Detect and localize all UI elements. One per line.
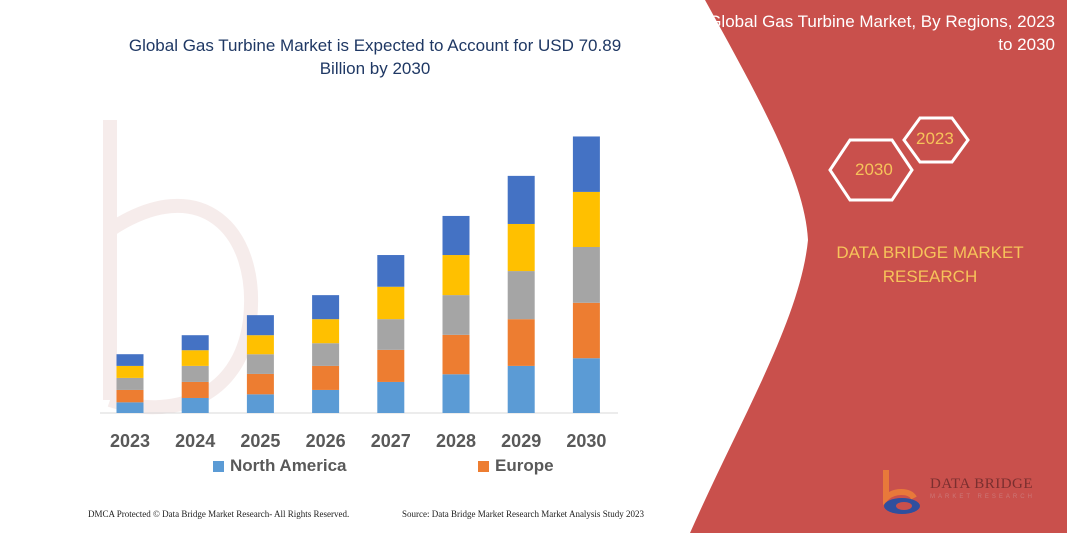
bar-segment-2027-series-5 [377, 255, 405, 287]
bar-segment-2030-europe [572, 302, 600, 359]
chart-title: Global Gas Turbine Market is Expected to… [128, 36, 622, 78]
badge-year-start: 2023 [916, 129, 954, 148]
bar-segment-2026-series-5 [312, 295, 340, 320]
bar-segment-2024-series-5 [181, 335, 209, 351]
bar-segment-2025-series-3 [246, 354, 274, 374]
x-tick-label: 2024 [175, 431, 215, 451]
bar-segment-2024-series-4 [181, 350, 209, 366]
legend-swatch [478, 460, 489, 472]
bar-segment-2026-series-3 [312, 343, 340, 366]
bar-segment-2023-series-4 [116, 365, 144, 378]
badge-year-end: 2030 [855, 160, 893, 179]
bar-segment-2029-europe [507, 319, 535, 366]
bar-segment-2030-series-5 [572, 136, 600, 192]
bar-segment-2028-series-3 [442, 295, 470, 335]
legend-item-europe: Europe [478, 456, 554, 476]
footer-source: Source: Data Bridge Market Research Mark… [402, 509, 644, 519]
bar-segment-2029-series-5 [507, 175, 535, 224]
legend-swatch [213, 460, 224, 472]
bar-segment-2026-europe [312, 365, 340, 390]
bar-segment-2023-series-3 [116, 377, 144, 390]
red-panel [690, 0, 1067, 533]
bar-segment-2030-north-america [572, 358, 600, 413]
bar-segment-2025-europe [246, 373, 274, 395]
side-title: Global Gas Turbine Market, By Regions, 2… [708, 12, 1055, 54]
bar-segment-2030-series-4 [572, 191, 600, 247]
logo-subtext: MARKET RESEARCH [930, 494, 1035, 500]
bar-segment-2027-series-3 [377, 319, 405, 350]
x-tick-label: 2025 [240, 431, 280, 451]
bar-segment-2023-europe [116, 389, 144, 403]
legend-label: North America [230, 456, 347, 475]
brand-name: DATA BRIDGE MARKET RESEARCH [836, 243, 1024, 286]
bar-segment-2024-north-america [181, 397, 209, 413]
x-tick-label: 2026 [306, 431, 346, 451]
bar-segment-2026-north-america [312, 389, 340, 413]
x-tick-label: 2027 [371, 431, 411, 451]
stacked-bar-chart: 2023 2024 2025 2026 2027 2028 2029 2030 [100, 136, 618, 451]
bar-segment-2026-series-4 [312, 319, 340, 344]
bar-segment-2024-series-3 [181, 365, 209, 382]
bar-segment-2027-series-4 [377, 286, 405, 320]
logo-text: DATA BRIDGE [930, 476, 1034, 492]
brand-logo-icon [883, 470, 920, 514]
legend-label: Europe [495, 456, 554, 475]
bar-segment-2025-series-5 [246, 315, 274, 336]
bar-segment-2028-series-5 [442, 215, 470, 256]
x-tick-label: 2029 [501, 431, 541, 451]
bar-segment-2028-europe [442, 334, 470, 375]
bar-segment-2027-europe [377, 349, 405, 382]
bar-segment-2025-series-4 [246, 335, 274, 355]
bar-segment-2023-series-5 [116, 354, 144, 366]
bar-segment-2029-series-3 [507, 271, 535, 320]
legend-item-north-america: North America [213, 456, 347, 476]
bar-segment-2023-north-america [116, 402, 144, 413]
bar-segment-2030-series-3 [572, 246, 600, 303]
x-tick-label: 2028 [436, 431, 476, 451]
bar-segment-2027-north-america [377, 381, 405, 413]
bar-segment-2029-series-4 [507, 223, 535, 272]
bar-segment-2024-europe [181, 381, 209, 398]
bar-segment-2028-north-america [442, 374, 470, 413]
x-tick-label: 2030 [566, 431, 606, 451]
x-tick-label: 2023 [110, 431, 150, 451]
bar-segment-2025-north-america [246, 394, 274, 413]
bar-segment-2029-north-america [507, 365, 535, 413]
bar-segment-2028-series-4 [442, 255, 470, 296]
hexagon-2023 [902, 116, 970, 164]
hexagon-2030 [828, 138, 914, 202]
footer-copyright: DMCA Protected © Data Bridge Market Rese… [88, 509, 350, 519]
